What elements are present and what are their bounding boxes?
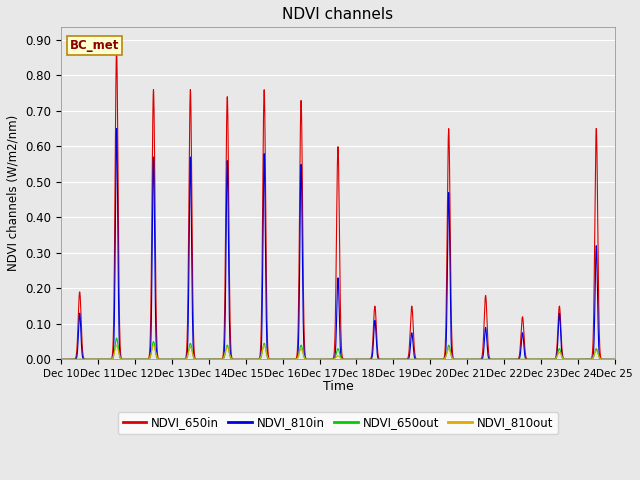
Legend: NDVI_650in, NDVI_810in, NDVI_650out, NDVI_810out: NDVI_650in, NDVI_810in, NDVI_650out, NDV…	[118, 412, 558, 434]
X-axis label: Time: Time	[323, 381, 353, 394]
Y-axis label: NDVI channels (W/m2/nm): NDVI channels (W/m2/nm)	[7, 115, 20, 272]
Title: NDVI channels: NDVI channels	[282, 7, 394, 22]
Text: BC_met: BC_met	[70, 39, 119, 52]
